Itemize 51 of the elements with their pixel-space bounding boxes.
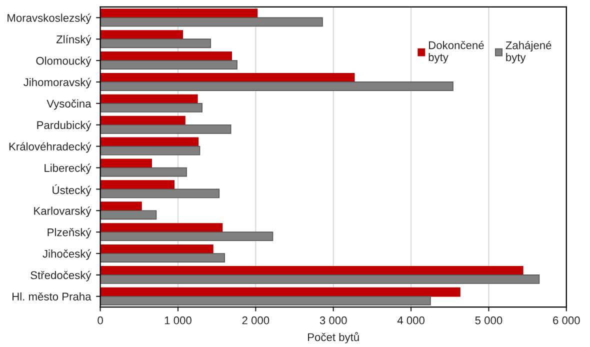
y-tick-label: Hl. město Praha	[12, 292, 92, 301]
y-tick-label: Jihomoravský	[24, 78, 92, 88]
x-axis-title: Počet bytů	[308, 332, 359, 344]
bar	[100, 188, 220, 198]
bar	[100, 296, 431, 306]
y-tick-label: Středočeský	[30, 270, 92, 282]
bar	[100, 38, 212, 48]
y-tick-label: Olomoucký	[36, 56, 92, 67]
x-tick-label: 0	[98, 316, 103, 324]
bar	[100, 167, 187, 177]
bar	[100, 137, 199, 147]
y-tick-label: Liberecký	[44, 164, 92, 174]
x-tick-label: 3 000	[320, 316, 347, 324]
legend-label: Dokončené byty	[428, 40, 484, 64]
x-tick-label: 6 000	[553, 316, 580, 324]
bar	[100, 158, 152, 168]
x-tick-label: 5 000	[475, 316, 502, 324]
y-tick-label: Plzeňský	[48, 228, 92, 238]
bar	[100, 103, 202, 112]
y-tick-label: Pardubický	[37, 120, 92, 132]
bar	[100, 94, 198, 104]
x-tick-label: 1 000	[164, 316, 192, 324]
y-tick-label: Moravskoslezský	[8, 14, 92, 24]
bar	[100, 17, 323, 27]
bar	[100, 274, 540, 284]
y-tick-label: Královéhradecký	[9, 142, 92, 153]
bar	[100, 146, 200, 156]
bar	[100, 8, 258, 18]
bar	[100, 72, 355, 82]
y-tick-label: Karlovarský	[34, 206, 92, 218]
bar	[100, 124, 232, 134]
y-tick-label: Zlínský	[56, 35, 92, 46]
legend-label: Zahájené byty	[506, 40, 552, 64]
y-tick-label: Jihočeský	[42, 249, 92, 260]
bar	[100, 266, 524, 276]
bar	[100, 116, 186, 126]
bar	[100, 82, 454, 91]
bar	[100, 287, 460, 297]
bar	[100, 232, 274, 242]
x-tick-label: 4 000	[397, 316, 425, 324]
bar	[100, 253, 226, 262]
bar	[100, 30, 184, 40]
bar	[100, 244, 214, 254]
y-tick-label: Vysočina	[46, 99, 92, 110]
bar	[100, 223, 223, 232]
bar	[100, 52, 232, 61]
bar	[100, 180, 175, 190]
bar	[100, 60, 238, 70]
x-tick-label: 2 000	[242, 316, 270, 324]
bar	[100, 210, 157, 220]
y-tick-label: Ústecký	[52, 184, 92, 196]
